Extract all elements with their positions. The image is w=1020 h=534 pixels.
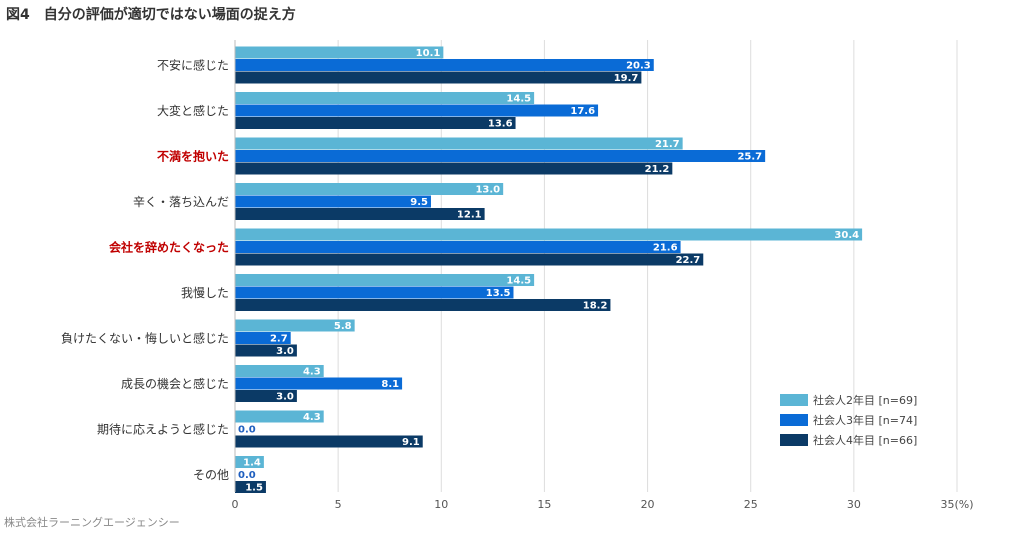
- data-label: 30.4: [834, 230, 859, 241]
- category-label: 期待に応えようと感じた: [97, 421, 229, 436]
- bar: [235, 104, 599, 117]
- bar: [235, 150, 766, 162]
- bar: [235, 435, 423, 448]
- legend-label: 社会人2年目 [n=69]: [813, 393, 917, 407]
- bar: [235, 46, 444, 59]
- bar: [235, 228, 863, 241]
- bar: [235, 208, 485, 220]
- bar: [235, 137, 683, 150]
- category-label: 我慢した: [181, 286, 229, 300]
- data-label: 14.5: [506, 94, 531, 105]
- x-tick-label: 15: [537, 498, 551, 511]
- bar: [235, 365, 324, 377]
- x-tick-label: 5: [335, 498, 342, 511]
- bar: [235, 241, 681, 253]
- bar: [235, 456, 264, 468]
- data-label: 25.7: [737, 152, 762, 163]
- bar: [235, 162, 673, 175]
- bar: [235, 299, 611, 311]
- bar: [235, 286, 514, 299]
- data-label: 10.1: [416, 48, 441, 59]
- data-label: 13.0: [475, 185, 500, 196]
- data-label: 3.0: [276, 392, 294, 403]
- bar: [235, 481, 266, 493]
- data-label: 4.3: [303, 367, 321, 378]
- data-label: 14.5: [506, 276, 531, 287]
- bar: [235, 390, 297, 402]
- data-label: 21.2: [645, 164, 670, 175]
- bar: [235, 71, 642, 84]
- legend-label: 社会人3年目 [n=74]: [813, 413, 917, 427]
- category-label: 大変と感じた: [157, 103, 229, 118]
- bar: [235, 183, 504, 195]
- category-label: 成長の機会と感じた: [121, 376, 229, 391]
- data-label: 21.6: [653, 243, 678, 254]
- data-label: 17.6: [570, 106, 595, 117]
- data-label: 19.7: [614, 73, 639, 84]
- data-label: 5.8: [334, 321, 352, 332]
- bar: [235, 377, 403, 390]
- legend-swatch: [780, 394, 808, 406]
- data-label: 12.1: [457, 210, 482, 221]
- data-label: 0.0: [238, 425, 256, 436]
- legend-label: 社会人4年目 [n=66]: [813, 433, 917, 447]
- category-label: 不安に感じた: [157, 57, 229, 72]
- bar: [235, 253, 704, 266]
- bar: [235, 274, 535, 286]
- data-label: 4.3: [303, 412, 321, 423]
- bar: [235, 319, 355, 332]
- category-label: 不満を抱いた: [157, 148, 229, 163]
- x-tick-label: 0: [232, 498, 239, 511]
- x-tick-label: 30: [847, 498, 861, 511]
- legend-swatch: [780, 434, 808, 446]
- category-label: その他: [193, 468, 229, 482]
- bar: [235, 344, 297, 357]
- category-label: 辛く・落ち込んだ: [133, 195, 229, 209]
- data-label: 21.7: [655, 139, 680, 150]
- source-credit: 株式会社ラーニングエージェンシー: [4, 516, 180, 529]
- bar: [235, 59, 654, 71]
- data-label: 8.1: [381, 379, 399, 390]
- data-label: 13.5: [486, 288, 511, 299]
- bar: [235, 92, 535, 104]
- x-tick-label: 25: [744, 498, 758, 511]
- category-label: 負けたくない・悔しいと感じた: [61, 330, 229, 345]
- legend-swatch: [780, 414, 808, 426]
- category-label: 会社を辞めたくなった: [109, 239, 229, 254]
- data-label: 20.3: [626, 61, 651, 72]
- bar: [235, 410, 324, 423]
- data-label: 18.2: [583, 301, 608, 312]
- chart-title: 図4 自分の評価が適切ではない場面の捉え方: [6, 7, 296, 23]
- data-label: 0.0: [238, 470, 256, 481]
- bar: [235, 195, 431, 208]
- data-label: 1.5: [245, 483, 263, 494]
- data-label: 2.7: [270, 334, 288, 345]
- x-tick-label: 35(%): [940, 498, 973, 511]
- data-label: 1.4: [243, 458, 261, 469]
- data-label: 3.0: [276, 346, 294, 357]
- x-tick-label: 20: [641, 498, 655, 511]
- bar: [235, 332, 291, 344]
- x-tick-label: 10: [434, 498, 448, 511]
- data-label: 9.5: [410, 197, 428, 208]
- data-label: 13.6: [488, 119, 513, 130]
- bar: [235, 117, 516, 129]
- data-label: 22.7: [676, 255, 701, 266]
- data-label: 9.1: [402, 437, 420, 448]
